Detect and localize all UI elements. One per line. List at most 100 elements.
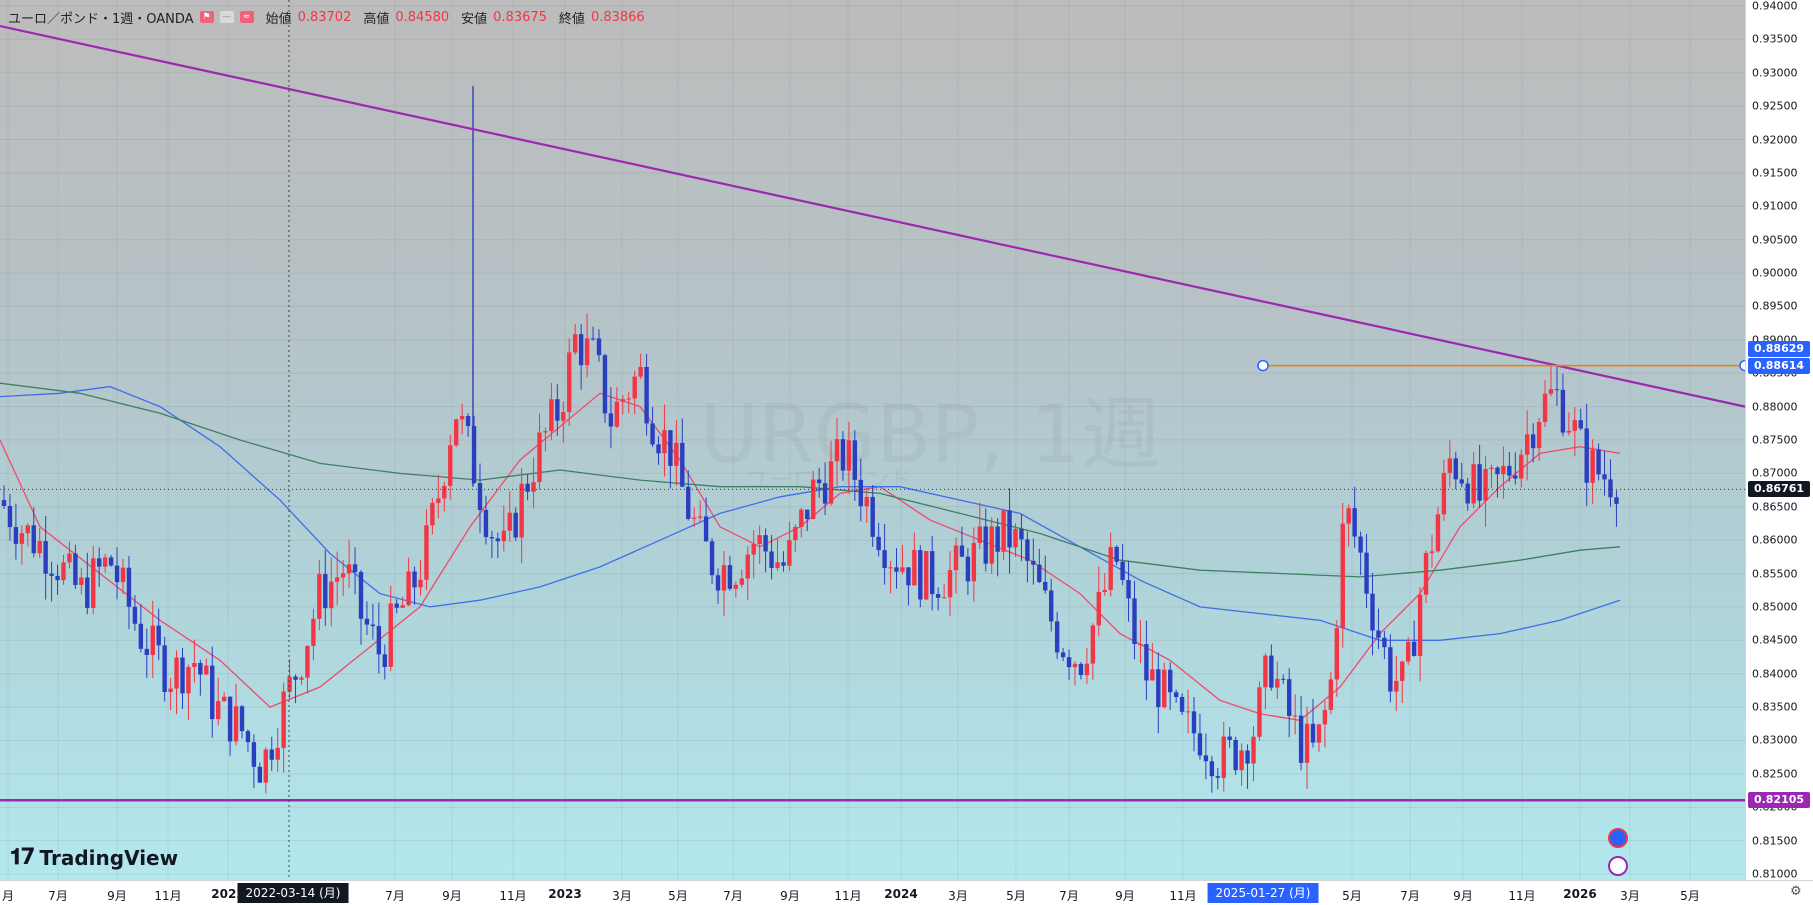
price-tick-label: 0.93500 (1752, 32, 1798, 46)
candle-down (162, 645, 167, 692)
uk-flag-event-icon[interactable] (1608, 856, 1628, 876)
time-tick-label: 5月 (1006, 889, 1026, 903)
candle-up (305, 645, 310, 678)
candle-down (1215, 776, 1220, 778)
candle-down (596, 338, 602, 356)
candle-down (1584, 428, 1589, 483)
candle-up (799, 509, 804, 528)
candle-up (1275, 678, 1280, 688)
candle-down (1227, 736, 1232, 740)
time-tick-label: 3月 (1620, 889, 1640, 903)
open-value: 0.83702 (297, 9, 352, 25)
candle-up (454, 419, 459, 446)
candle-down (144, 648, 149, 655)
price-tick-label: 0.81000 (1752, 867, 1798, 881)
tradingview-logo-text: TradingView (39, 845, 179, 870)
candle-down (1459, 479, 1464, 484)
candle-up (1257, 687, 1262, 737)
candle-up (204, 665, 209, 675)
economic-event-icon[interactable] (1608, 828, 1628, 848)
candle-down (1078, 663, 1084, 676)
price-tick-label: 0.83000 (1752, 733, 1798, 747)
candle-down (1144, 644, 1149, 681)
hide-icon[interactable]: — (219, 11, 234, 23)
candle-down (1054, 621, 1060, 653)
candle-down (781, 562, 786, 566)
candle-down (1197, 733, 1203, 756)
time-tick-label: 2022 (211, 887, 245, 901)
time-tick-label: 7月 (1400, 889, 1420, 903)
candle-up (79, 577, 84, 585)
candle-up (947, 570, 953, 598)
candle-up (1501, 465, 1506, 475)
time-tick-label: 2026 (1563, 887, 1597, 901)
candle-up (329, 581, 334, 609)
candle-down (805, 509, 810, 519)
tradingview-logo[interactable]: 𝟏𝟳 TradingView (10, 845, 178, 870)
candle-down (1060, 652, 1066, 658)
candle-down (412, 571, 417, 588)
candle-down (769, 551, 774, 568)
time-tick-label: 9月 (107, 889, 127, 903)
candle-up (733, 584, 739, 589)
level-high-price-label: 0.88629 (1748, 340, 1810, 357)
plot-area[interactable] (0, 0, 1745, 880)
candle-up (549, 399, 554, 432)
candle-down (959, 545, 965, 557)
time-tick-label: 7月 (48, 889, 68, 903)
symbol-watermark: URGBP, 1週 (700, 388, 1162, 481)
price-tick-label: 0.89500 (1752, 299, 1798, 313)
level-line-price-label: 0.88614 (1748, 357, 1810, 374)
candle-up (971, 542, 977, 582)
time-tick-label: 9月 (1115, 889, 1135, 903)
candle-up (1013, 528, 1018, 548)
candle-up (216, 701, 221, 720)
candle-down (382, 654, 387, 667)
candle-up (335, 577, 340, 582)
candle-down (245, 731, 251, 743)
candle-down (13, 527, 19, 544)
compare-icon[interactable]: ≈ (239, 11, 254, 23)
candle-up (1096, 591, 1101, 626)
candle-up (1346, 508, 1351, 524)
candle-down (1132, 598, 1137, 645)
candle-up (912, 550, 917, 586)
candle-down (1370, 593, 1375, 631)
candle-up (614, 401, 620, 427)
support-price-label: 0.82105 (1748, 792, 1810, 809)
symbol-header: ユーロ／ポンド・1週・OANDA ⚑ — ≈ 始値 0.83702 高値 0.845… (8, 6, 645, 28)
candle-up (1162, 669, 1167, 708)
candle-down (1554, 389, 1560, 391)
close-value: 0.83866 (590, 9, 645, 25)
low-value: 0.83675 (493, 9, 547, 25)
candle-down (198, 662, 203, 675)
candle-down (1310, 723, 1316, 743)
candle-down (1120, 561, 1125, 581)
time-axis[interactable]: 月 7月 9月 11月 2022 7月 9月 11月 2023 3月 5月 7月 9月 11月 2024 3月… (0, 880, 1813, 905)
candle-up (1590, 449, 1595, 483)
candle-up (1221, 736, 1226, 778)
settings-gear-icon[interactable]: ⚙ (1790, 884, 1802, 899)
price-tick-label: 0.91500 (1752, 166, 1798, 180)
candle-down (1245, 750, 1250, 764)
flag-icon[interactable]: ⚑ (199, 11, 214, 23)
candle-up (751, 544, 756, 555)
candle-down (1608, 479, 1613, 498)
candle-up (25, 525, 30, 534)
price-tick-label: 0.83500 (1752, 700, 1798, 714)
price-tick-label: 0.86000 (1752, 533, 1798, 547)
selected-date-label: 2025-01-27 (月) (1207, 883, 1319, 903)
current-price-label: 0.86761 (1748, 481, 1810, 498)
candle-up (1304, 723, 1310, 763)
candle-down (1614, 497, 1619, 504)
price-axis[interactable]: 0.94000 0.93500 0.93000 0.92500 0.92000 0.915… (1745, 0, 1813, 881)
candle-up (662, 430, 667, 454)
candle-down (715, 575, 721, 591)
candle-up (584, 338, 590, 366)
symbol-title[interactable]: ユーロ／ポンド・1週・OANDA (8, 11, 194, 27)
candle-up (543, 431, 548, 433)
candle-down (1049, 590, 1054, 622)
candle-up (1090, 625, 1096, 664)
